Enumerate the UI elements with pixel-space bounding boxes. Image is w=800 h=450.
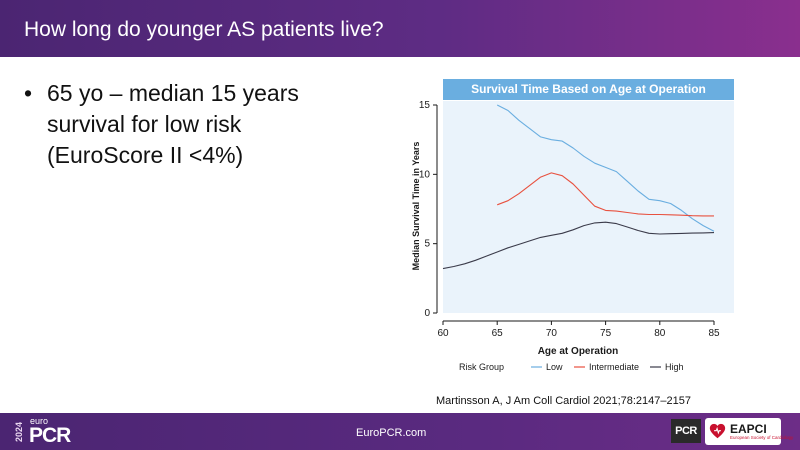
chart-svg: Median Survival Time in Years Age at Ope…	[411, 100, 734, 372]
legend-label-intermediate: Intermediate	[589, 362, 639, 372]
slide-footer: 2024 euro PCR EuroPCR.com PCR EAPCI Euro…	[0, 413, 800, 450]
citation: Martinsson A, J Am Coll Cardiol 2021;78:…	[436, 395, 691, 407]
eapci-logo: EAPCI European Society of Cardiology	[705, 418, 793, 445]
y-axis-label: Median Survival Time in Years	[411, 142, 421, 271]
footer-year: 2024	[14, 421, 24, 443]
bullet-text: 65 yo – median 15 years survival for low…	[47, 80, 299, 168]
y-tick-label: 10	[419, 169, 431, 180]
y-tick-label: 0	[424, 308, 430, 319]
x-tick-label: 85	[708, 328, 720, 339]
series-layer	[442, 104, 715, 270]
survival-chart: Survival Time Based on Age at Operation …	[404, 78, 744, 380]
pcr-logo: PCR	[671, 419, 701, 443]
legend-label-low: Low	[546, 362, 563, 372]
x-tick-label: 65	[492, 328, 504, 339]
europcr-logo: PCR	[29, 424, 71, 447]
chart-title: Survival Time Based on Age at Operation	[443, 79, 734, 100]
slide-title: How long do younger AS patients live?	[24, 18, 384, 41]
plot-background	[443, 101, 734, 313]
series-line-high	[442, 221, 715, 270]
eapci-subtitle: European Society of Cardiology	[730, 435, 794, 440]
legend-title: Risk Group	[459, 362, 504, 372]
x-axis-label: Age at Operation	[538, 346, 619, 357]
legend: Risk Group Low Intermediate High	[459, 362, 684, 372]
y-tick-label: 15	[419, 100, 431, 111]
x-tick-label: 75	[600, 328, 612, 339]
axes-layer: 60 65 70 75 80 85 0 5 10 15	[419, 100, 720, 339]
series-line-low	[496, 104, 715, 232]
x-tick-label: 80	[654, 328, 666, 339]
y-tick-label: 5	[424, 239, 430, 250]
bullet-dot: •	[24, 80, 33, 106]
eapci-name: EAPCI	[730, 422, 767, 436]
footer-url[interactable]: EuroPCR.com	[356, 427, 427, 439]
slide-header: How long do younger AS patients live?	[0, 0, 800, 57]
series-line-intermediate	[497, 172, 714, 217]
x-tick-label: 60	[437, 328, 449, 339]
x-tick-label: 70	[546, 328, 558, 339]
europcr-logo-euro: euro	[30, 416, 49, 426]
legend-label-high: High	[665, 362, 684, 372]
heart-icon	[709, 423, 726, 439]
